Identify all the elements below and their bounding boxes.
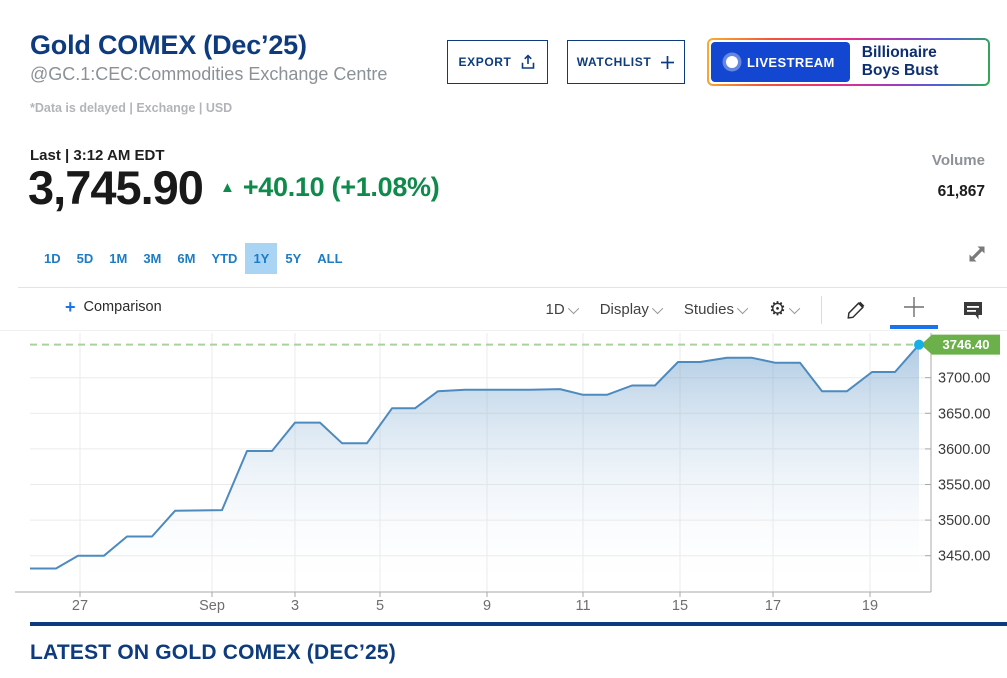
expand-icon xyxy=(969,246,985,262)
draw-tool-button[interactable] xyxy=(843,295,869,325)
range-tab-ytd[interactable]: YTD xyxy=(211,250,238,266)
range-tab-5y[interactable]: 5Y xyxy=(285,250,302,266)
volume-block: Volume 61,867 xyxy=(932,152,985,201)
range-tab-1m[interactable]: 1M xyxy=(109,250,128,266)
price-chart[interactable]: 3700.00 3650.00 3600.00 3550.00 3500.00 3450.… xyxy=(0,331,1007,616)
toolbar-top-divider xyxy=(18,287,1007,288)
last-price: 3,745.90 xyxy=(28,161,204,214)
display-dropdown-label: Display xyxy=(599,301,649,318)
chevron-down-icon xyxy=(788,302,801,314)
studies-dropdown[interactable]: Studies xyxy=(683,301,749,318)
chevron-down-icon xyxy=(736,302,749,314)
export-button[interactable]: EXPORT xyxy=(447,40,548,84)
svg-text:3500.00: 3500.00 xyxy=(938,513,990,529)
plus-icon xyxy=(660,55,675,70)
range-tab-1d[interactable]: 1D xyxy=(44,250,61,266)
symbol-subtitle: @GC.1:CEC:Commodities Exchange Centre xyxy=(30,64,388,84)
interval-dropdown-label: 1D xyxy=(545,301,565,318)
range-tab-6m[interactable]: 6M xyxy=(177,250,196,266)
chart-toolbar: + Comparison 1D Display Studies ⚙ xyxy=(0,288,1007,331)
comment-icon xyxy=(964,301,982,319)
svg-text:3600.00: 3600.00 xyxy=(938,442,990,458)
svg-text:15: 15 xyxy=(672,598,688,614)
pencil-icon xyxy=(847,301,865,319)
chevron-down-icon xyxy=(567,302,579,314)
svg-text:3: 3 xyxy=(291,598,299,614)
price-change: ▲ +40.10 (+1.08%) xyxy=(220,172,440,203)
watchlist-button-label: WATCHLIST xyxy=(576,55,652,69)
comparison-label: Comparison xyxy=(83,299,162,315)
crosshair-tool-button[interactable] xyxy=(890,291,938,329)
livestream-label: LIVESTREAM xyxy=(747,54,835,70)
range-tab-1y[interactable]: 1Y xyxy=(245,242,278,274)
toolbar-divider xyxy=(821,295,822,324)
svg-text:3650.00: 3650.00 xyxy=(938,406,990,422)
svg-text:3700.00: 3700.00 xyxy=(938,371,990,387)
volume-label: Volume xyxy=(931,152,985,169)
last-timestamp: Last | 3:12 AM EDT xyxy=(30,147,165,164)
gear-icon: ⚙ xyxy=(768,298,786,320)
range-tab-all[interactable]: ALL xyxy=(317,250,343,266)
svg-text:5: 5 xyxy=(376,598,384,614)
live-dot-icon xyxy=(726,56,738,68)
livestream-show-title[interactable]: Billionaire Boys Bust xyxy=(861,44,939,79)
crosshair-icon xyxy=(904,296,924,317)
up-triangle-icon: ▲ xyxy=(219,179,235,196)
studies-dropdown-label: Studies xyxy=(683,301,734,318)
display-dropdown[interactable]: Display xyxy=(599,301,664,318)
price-chart-svg: 3700.00 3650.00 3600.00 3550.00 3500.00 3450.… xyxy=(15,333,1000,614)
range-tab-5d[interactable]: 5D xyxy=(76,250,94,266)
watchlist-button[interactable]: WATCHLIST xyxy=(567,40,685,84)
livestream-inner: LIVESTREAM Billionaire Boys Bust xyxy=(709,40,988,84)
comparison-plus-icon: + xyxy=(65,297,76,317)
data-delayed-note: *Data is delayed | Exchange | USD xyxy=(30,101,233,115)
svg-text:3746.40: 3746.40 xyxy=(943,337,990,352)
expand-chart-button[interactable] xyxy=(962,239,992,269)
svg-text:3550.00: 3550.00 xyxy=(938,478,990,494)
svg-text:19: 19 xyxy=(862,598,878,614)
volume-value: 61,867 xyxy=(937,183,985,200)
range-tab-3m[interactable]: 3M xyxy=(143,250,162,266)
livestream-button[interactable]: LIVESTREAM xyxy=(711,42,850,82)
comment-tool-button[interactable] xyxy=(959,294,987,326)
price-change-value: +40.10 (+1.08%) xyxy=(242,172,440,202)
svg-text:9: 9 xyxy=(483,598,491,614)
svg-text:17: 17 xyxy=(765,598,781,614)
price-row: 3,745.90 ▲ +40.10 (+1.08%) xyxy=(28,160,440,215)
section-divider xyxy=(30,622,1007,626)
svg-text:Sep: Sep xyxy=(199,598,225,614)
interval-dropdown[interactable]: 1D xyxy=(546,301,579,318)
chart-settings-dropdown[interactable]: ⚙ xyxy=(768,298,801,320)
page-title: Gold COMEX (Dec’25) xyxy=(30,30,307,60)
svg-text:11: 11 xyxy=(575,598,590,614)
export-button-label: EXPORT xyxy=(458,55,512,69)
comparison-button[interactable]: + Comparison xyxy=(65,298,162,316)
export-icon xyxy=(520,54,536,70)
svg-text:3450.00: 3450.00 xyxy=(938,549,990,565)
range-tabs: 1D 5D 1M 3M 6M YTD 1Y 5Y ALL xyxy=(36,242,351,274)
toolbar-tools: 1D Display Studies ⚙ xyxy=(546,288,987,331)
livestream-module: LIVESTREAM Billionaire Boys Bust xyxy=(707,38,990,86)
latest-news-heading: LATEST ON GOLD COMEX (DEC’25) xyxy=(30,641,396,664)
svg-text:27: 27 xyxy=(72,598,88,614)
chevron-down-icon xyxy=(651,302,664,314)
